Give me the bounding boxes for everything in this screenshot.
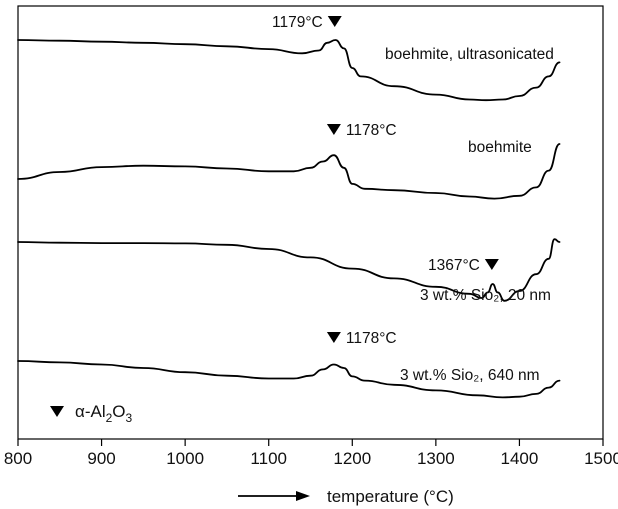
series-line-2 — [17, 143, 561, 200]
x-tick-label-900: 900 — [87, 449, 115, 468]
series-label-2: boehmite — [468, 139, 532, 156]
series-line-4 — [17, 360, 561, 399]
x-axis-label-group: temperature (°C) — [238, 487, 454, 506]
series-layer — [17, 39, 561, 399]
series-line-1 — [17, 39, 561, 102]
series-line-3 — [17, 238, 561, 302]
x-tick-label-1300: 1300 — [417, 449, 455, 468]
series-label-3: 3 wt.% Sio₂, 20 nm — [420, 287, 551, 304]
peak-marker-icon-3 — [484, 259, 499, 270]
series-label-1: boehmite, ultrasonicated — [385, 46, 554, 63]
x-axis-label: temperature (°C) — [327, 487, 454, 506]
legend-label: α-Al2O3 — [75, 402, 133, 425]
x-axis-ticks: 800 900 1000 1100 1200 1300 1400 1500 — [4, 439, 618, 468]
series-labels: boehmite, ultrasonicated boehmite 3 wt.% S… — [385, 46, 554, 384]
peak-marker-icon-2 — [326, 124, 341, 135]
peak-label-4: 1178°C — [346, 330, 397, 347]
arrow-right-icon — [296, 491, 310, 501]
legend-marker-icon — [50, 406, 64, 417]
x-tick-label-800: 800 — [4, 449, 32, 468]
peak-annotations: 1179°C 1178°C 1367°C 1178°C — [272, 14, 499, 347]
legend-label-sub: 2 — [106, 411, 113, 425]
x-tick-label-1000: 1000 — [166, 449, 204, 468]
x-tick-label-1100: 1100 — [250, 449, 287, 468]
series-label-4: 3 wt.% Sio₂, 640 nm — [400, 367, 540, 384]
peak-label-2: 1178°C — [346, 122, 397, 139]
legend: α-Al2O3 — [50, 402, 133, 425]
x-tick-label-1400: 1400 — [501, 449, 539, 468]
peak-label-3: 1367°C — [428, 257, 480, 274]
peak-marker-icon-1 — [327, 16, 342, 27]
x-tick-label-1200: 1200 — [333, 449, 371, 468]
legend-label-main: α-Al — [75, 402, 106, 421]
legend-label-sub2: 3 — [126, 411, 133, 425]
peak-marker-icon-4 — [326, 332, 341, 343]
legend-label-tail: O — [112, 402, 125, 421]
peak-label-1: 1179°C — [272, 14, 323, 31]
x-tick-label-1500: 1500 — [584, 449, 618, 468]
plot-frame — [17, 5, 604, 440]
